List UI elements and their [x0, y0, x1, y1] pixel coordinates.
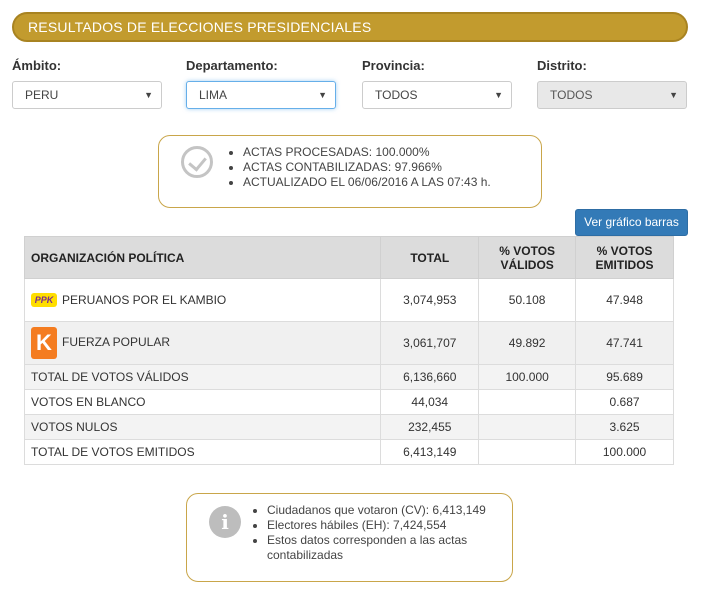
- voters-info-item: Estos datos corresponden a las actas con…: [267, 533, 499, 563]
- summary-name: TOTAL DE VOTOS VÁLIDOS: [23, 364, 382, 390]
- page-banner: RESULTADOS DE ELECCIONES PRESIDENCIALES: [12, 12, 688, 42]
- header-pct-emitidos: % VOTOS EMITIDOS: [575, 236, 674, 279]
- party-pct-validos: 50.108: [478, 278, 577, 322]
- distrito-select[interactable]: TODOS ▼: [537, 81, 687, 109]
- table-row: TOTAL DE VOTOS VÁLIDOS 6,136,660 100.000…: [23, 364, 674, 390]
- party-cell: PPK PERUANOS POR EL KAMBIO: [23, 278, 382, 322]
- filter-provincia: Provincia: TODOS ▼: [362, 58, 512, 109]
- summary-pct-emitidos: 3.625: [575, 414, 674, 440]
- ambito-select[interactable]: PERU ▼: [12, 81, 162, 109]
- header-total: TOTAL: [380, 236, 480, 279]
- chevron-down-icon: ▼: [144, 90, 153, 100]
- party-cell: K FUERZA POPULAR: [23, 321, 382, 365]
- chevron-down-icon: ▼: [318, 90, 327, 100]
- fuerza-popular-logo-icon: K: [31, 327, 57, 359]
- departamento-select-value: LIMA: [199, 88, 228, 102]
- table-row: VOTOS EN BLANCO 44,034 0.687: [23, 389, 674, 415]
- filter-provincia-label: Provincia:: [362, 58, 425, 73]
- voters-info-list: Ciudadanos que votaron (CV): 6,413,149 E…: [267, 503, 499, 563]
- party-total: 3,074,953: [380, 278, 480, 322]
- status-list: ACTAS PROCESADAS: 100.000% ACTAS CONTABI…: [243, 145, 491, 190]
- party-pct-emitidos: 47.948: [575, 278, 674, 322]
- party-name: FUERZA POPULAR: [62, 335, 171, 350]
- summary-pct-emitidos: 95.689: [575, 364, 674, 390]
- summary-pct-validos: [478, 414, 577, 440]
- filter-distrito: Distrito: TODOS ▼: [537, 58, 687, 109]
- summary-total: 6,413,149: [380, 439, 480, 465]
- table-row: TOTAL DE VOTOS EMITIDOS 6,413,149 100.00…: [23, 439, 674, 465]
- summary-pct-validos: 100.000: [478, 364, 577, 390]
- provincia-select[interactable]: TODOS ▼: [362, 81, 512, 109]
- results-table: ORGANIZACIÓN POLÍTICA TOTAL % VOTOS VÁLI…: [23, 236, 674, 465]
- party-name: PERUANOS POR EL KAMBIO: [62, 292, 227, 307]
- distrito-select-value: TODOS: [550, 88, 593, 102]
- status-box: ACTAS PROCESADAS: 100.000% ACTAS CONTABI…: [158, 135, 542, 208]
- summary-total: 232,455: [380, 414, 480, 440]
- header-pct-validos: % VOTOS VÁLIDOS: [478, 236, 577, 279]
- header-pct-validos-line1: % VOTOS: [499, 243, 556, 258]
- filter-ambito: Ámbito: PERU ▼: [12, 58, 162, 109]
- chevron-down-icon: ▼: [669, 90, 678, 100]
- info-icon: i: [209, 506, 241, 538]
- filter-departamento-label: Departamento:: [186, 58, 278, 73]
- table-row: K FUERZA POPULAR 3,061,707 49.892 47.741: [23, 321, 674, 365]
- table-header-row: ORGANIZACIÓN POLÍTICA TOTAL % VOTOS VÁLI…: [23, 236, 674, 279]
- voters-info-item: Electores hábiles (EH): 7,424,554: [267, 518, 499, 533]
- ambito-select-value: PERU: [25, 88, 59, 102]
- check-circle-icon: [181, 146, 213, 178]
- summary-name: VOTOS NULOS: [23, 414, 382, 440]
- summary-total: 44,034: [380, 389, 480, 415]
- summary-total: 6,136,660: [380, 364, 480, 390]
- ppk-logo-icon: PPK: [31, 293, 57, 308]
- departamento-select[interactable]: LIMA ▼: [186, 81, 336, 109]
- party-pct-emitidos: 47.741: [575, 321, 674, 365]
- summary-name: TOTAL DE VOTOS EMITIDOS: [23, 439, 382, 465]
- summary-pct-emitidos: 100.000: [575, 439, 674, 465]
- filter-distrito-label: Distrito:: [537, 58, 587, 73]
- header-pct-validos-line2: VÁLIDOS: [500, 257, 554, 272]
- filter-ambito-label: Ámbito:: [12, 58, 62, 73]
- summary-pct-validos: [478, 439, 577, 465]
- table-row: VOTOS NULOS 232,455 3.625: [23, 414, 674, 440]
- provincia-select-value: TODOS: [375, 88, 418, 102]
- party-pct-validos: 49.892: [478, 321, 577, 365]
- header-pct-emitidos-line1: % VOTOS: [596, 243, 653, 258]
- filter-departamento: Departamento: LIMA ▼: [186, 58, 336, 109]
- table-row: PPK PERUANOS POR EL KAMBIO 3,074,953 50.1…: [23, 278, 674, 322]
- chevron-down-icon: ▼: [494, 90, 503, 100]
- header-pct-emitidos-line2: EMITIDOS: [595, 257, 654, 272]
- party-total: 3,061,707: [380, 321, 480, 365]
- status-item: ACTAS CONTABILIZADAS: 97.966%: [243, 160, 491, 175]
- status-item: ACTAS PROCESADAS: 100.000%: [243, 145, 491, 160]
- status-item: ACTUALIZADO EL 06/06/2016 A LAS 07:43 h.: [243, 175, 491, 190]
- summary-pct-emitidos: 0.687: [575, 389, 674, 415]
- voters-info-box: i Ciudadanos que votaron (CV): 6,413,149…: [186, 493, 513, 582]
- header-org: ORGANIZACIÓN POLÍTICA: [23, 236, 382, 279]
- summary-pct-validos: [478, 389, 577, 415]
- summary-name: VOTOS EN BLANCO: [23, 389, 382, 415]
- view-bar-chart-button[interactable]: Ver gráfico barras: [575, 209, 688, 236]
- voters-info-item: Ciudadanos que votaron (CV): 6,413,149: [267, 503, 499, 518]
